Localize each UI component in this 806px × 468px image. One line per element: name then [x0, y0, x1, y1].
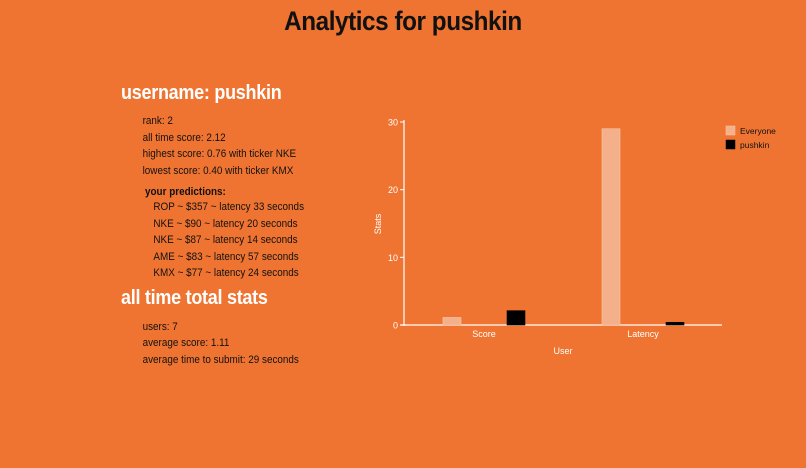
bar-everyone-score: [442, 317, 462, 326]
legend-swatch-everyone: [725, 125, 736, 136]
username-heading: username: pushkin: [121, 82, 282, 104]
prediction-item: NKE ~ $90 ~ latency 20 seconds: [153, 217, 298, 230]
bar-pushkin-score: [506, 310, 526, 326]
legend-label-pushkin: pushkin: [740, 140, 770, 150]
rank-text: rank: 2: [142, 115, 173, 127]
x-tick-label: Score: [472, 329, 496, 339]
prediction-item: ROP ~ $357 ~ latency 33 seconds: [153, 201, 305, 213]
average-score-text: average score: 1.11: [142, 337, 230, 349]
legend-label-everyone: Everyone: [740, 126, 776, 136]
user-stats-list: rank: 2 all time score: 2.12 highest sco…: [121, 113, 346, 179]
left-panel: username: pushkin rank: 2 all time score…: [121, 80, 371, 368]
prediction-item: AME ~ $83 ~ latency 57 seconds: [153, 250, 299, 263]
bar-everyone-latency: [601, 128, 621, 326]
users-count-text: users: 7: [142, 320, 178, 333]
average-time-text: average time to submit: 29 seconds: [142, 353, 299, 366]
all-time-score-text: all time score: 2.12: [142, 131, 226, 144]
prediction-item: KMX ~ $77 ~ latency 24 seconds: [153, 267, 299, 279]
prediction-item: NKE ~ $87 ~ latency 14 seconds: [153, 234, 298, 246]
predictions-heading: your predictions:: [145, 186, 226, 198]
y-tick-label: 30: [388, 118, 398, 128]
x-tick-label: Latency: [627, 329, 659, 339]
page-title: Analytics for pushkin: [284, 6, 522, 36]
y-axis-label: Stats: [373, 213, 383, 234]
total-stats-heading: all time total stats: [121, 286, 268, 309]
predictions-list: ROP ~ $357 ~ latency 33 seconds NKE ~ $9…: [121, 199, 346, 282]
total-stats-list: users: 7 average score: 1.11 average tim…: [121, 319, 346, 369]
y-tick-label: 0: [393, 321, 398, 331]
y-tick-label: 10: [388, 253, 398, 263]
bar-pushkin-latency: [665, 321, 685, 326]
legend-swatch-pushkin: [725, 139, 736, 150]
y-tick-label: 20: [388, 185, 398, 195]
lowest-score-text: lowest score: 0.40 with ticker KMX: [142, 164, 294, 177]
x-axis-label: User: [553, 346, 572, 356]
highest-score-text: highest score: 0.76 with ticker NKE: [142, 148, 297, 160]
